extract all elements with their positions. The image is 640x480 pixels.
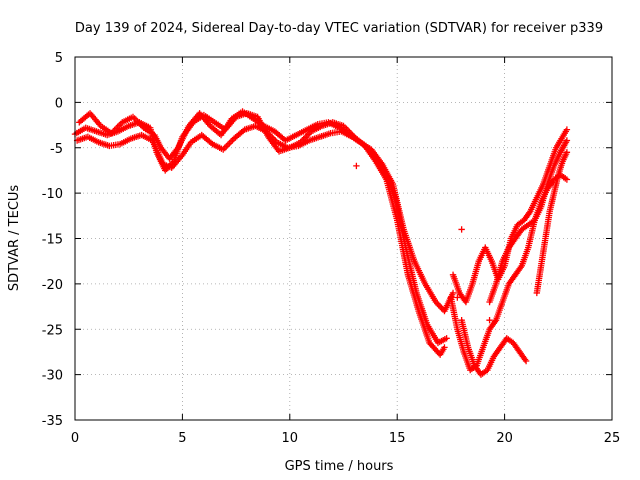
series-outliers [353,162,493,324]
data-point [563,137,571,144]
y-tick-label: -5 [50,142,63,157]
data-point [454,294,461,301]
x-tick-label: 20 [496,431,513,446]
series-track-6 [458,316,530,378]
data-point [563,149,571,156]
grid-lines [75,57,612,420]
data-point [131,115,138,122]
y-tick-label: -20 [42,278,63,293]
x-tick-label: 25 [604,431,621,446]
x-tick-label: 5 [178,431,186,446]
series-track-1 [71,110,448,358]
y-tick-label: 5 [55,51,63,66]
y-tick-labels: 5 0 -5 -10 -15 -20 -25 -30 -35 [42,51,63,429]
data-point [221,144,228,152]
data-point [563,176,571,183]
y-tick-label: -15 [42,233,63,248]
series-track-8 [533,149,571,297]
chart-title: Day 139 of 2024, Sidereal Day-to-day VTE… [75,21,603,36]
y-tick-label: -35 [42,414,63,429]
y-tick-label: 0 [55,96,63,111]
x-axis-label: GPS time / hours [285,459,394,474]
data-point [226,140,233,147]
data-points [71,108,571,378]
data-point [353,162,360,170]
x-tick-label: 0 [71,431,79,446]
data-point [563,126,571,133]
series-track-7 [486,137,571,306]
data-point [522,357,530,365]
y-tick-label: -10 [42,187,63,202]
plot-frame [74,56,613,421]
data-point [224,141,232,149]
x-tick-labels: 0 5 10 15 20 25 [71,431,620,446]
data-point [227,138,235,145]
x-tick-label: 15 [389,431,406,446]
y-tick-label: -25 [42,323,63,338]
data-point [486,316,493,324]
data-point [443,335,450,342]
data-point [458,226,465,233]
series-track-3 [73,122,450,347]
x-tick-label: 10 [282,431,299,446]
data-point [441,344,448,351]
y-tick-label: -30 [42,369,63,384]
y-axis-label: SDTVAR / TECUs [7,185,22,292]
data-point [449,289,457,297]
